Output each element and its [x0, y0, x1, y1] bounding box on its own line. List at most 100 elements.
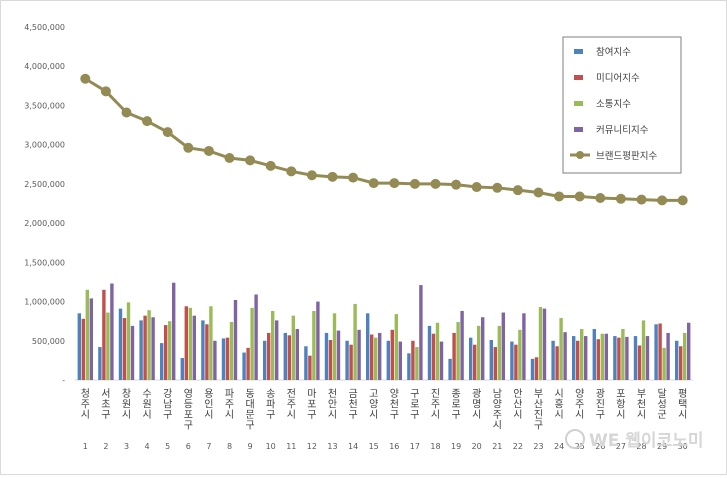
bar — [439, 341, 444, 380]
category-label: 포 — [307, 400, 316, 411]
line-point — [327, 171, 338, 182]
bar — [130, 325, 135, 380]
bar — [250, 307, 254, 380]
category-label: 시 — [678, 409, 687, 421]
rank-label: 8 — [227, 442, 232, 451]
line-point — [183, 142, 194, 153]
category-label: 로 — [451, 400, 460, 411]
category-label: 구 — [410, 389, 419, 400]
category-label: 구 — [410, 410, 419, 421]
rank-label: 13 — [327, 442, 337, 451]
bar — [221, 338, 226, 380]
bar — [551, 340, 555, 380]
bar — [316, 301, 320, 380]
category-label: 전 — [287, 388, 296, 400]
bar — [275, 320, 279, 380]
bar — [637, 345, 642, 380]
category-label: 천 — [390, 399, 399, 411]
bar — [621, 329, 625, 380]
category-label: 종 — [451, 388, 460, 400]
y-tick-label: 4,000,000 — [24, 62, 65, 71]
bar — [390, 329, 394, 380]
y-tick-label: - — [62, 376, 65, 385]
bar — [209, 306, 213, 380]
bar — [143, 315, 147, 380]
y-tick-label: 3,000,000 — [24, 141, 65, 150]
bar — [180, 358, 184, 380]
category-label: 포 — [616, 389, 625, 400]
category-label: 등 — [184, 399, 193, 411]
category-label: 구 — [451, 410, 460, 421]
line-point — [245, 155, 256, 166]
bar — [683, 332, 687, 380]
category-label: 성 — [657, 399, 666, 411]
bar — [641, 320, 646, 380]
bar — [522, 313, 526, 380]
bar — [555, 346, 559, 380]
line-point — [80, 73, 91, 84]
bar — [477, 325, 481, 380]
bar — [596, 339, 600, 380]
line-point — [121, 107, 132, 118]
category-label: 시 — [328, 409, 337, 421]
rank-label: 21 — [492, 442, 502, 451]
bar — [102, 289, 106, 380]
category-label: 용 — [204, 388, 213, 400]
bar — [662, 347, 666, 380]
bar — [110, 283, 114, 380]
line-point — [306, 170, 317, 181]
line-point — [142, 116, 153, 127]
bar — [164, 325, 168, 380]
line-point — [389, 178, 400, 189]
line-point — [224, 153, 235, 163]
bar — [225, 337, 230, 380]
category-label: 마 — [307, 388, 316, 400]
bar — [201, 320, 205, 380]
category-label: 택 — [678, 399, 687, 411]
bar — [580, 329, 584, 380]
bar — [542, 308, 547, 380]
category-label: 양 — [369, 399, 378, 411]
we-logo-icon — [565, 429, 585, 449]
rank-label: 16 — [389, 442, 399, 451]
bar — [600, 333, 604, 380]
category-label: 산 — [534, 399, 543, 411]
bar — [254, 294, 258, 380]
category-label: 파 — [225, 388, 234, 400]
category-label: 명 — [472, 399, 481, 411]
rank-label: 11 — [286, 442, 296, 451]
line-point — [368, 178, 379, 189]
category-label: 송 — [266, 388, 275, 400]
bar — [415, 347, 419, 380]
category-label: 진 — [534, 409, 543, 421]
category-label: 시 — [554, 409, 563, 421]
bar — [118, 308, 123, 380]
category-label: 금 — [348, 388, 357, 400]
bar — [98, 347, 102, 380]
line-point — [554, 191, 565, 202]
line-point — [451, 179, 462, 190]
bar — [160, 343, 164, 380]
bar — [613, 336, 617, 380]
category-label: 구 — [307, 410, 316, 421]
category-label: 청 — [81, 388, 90, 400]
category-label: 인 — [204, 399, 213, 411]
legend-label: 소통지수 — [596, 99, 631, 110]
bar — [452, 332, 456, 380]
category-label: 주 — [493, 410, 502, 421]
bar — [308, 355, 312, 380]
category-label: 강 — [163, 388, 172, 400]
y-tick-label: 3,500,000 — [24, 101, 65, 110]
bar — [366, 313, 370, 380]
category-label: 산 — [513, 399, 522, 411]
line-point — [471, 182, 482, 193]
bar — [469, 337, 473, 380]
bar — [106, 312, 110, 380]
line-point — [615, 193, 626, 204]
bar — [645, 336, 650, 380]
line-point — [574, 191, 585, 202]
category-label: 양 — [390, 388, 399, 400]
legend-swatch — [574, 127, 583, 132]
bar — [304, 346, 308, 380]
